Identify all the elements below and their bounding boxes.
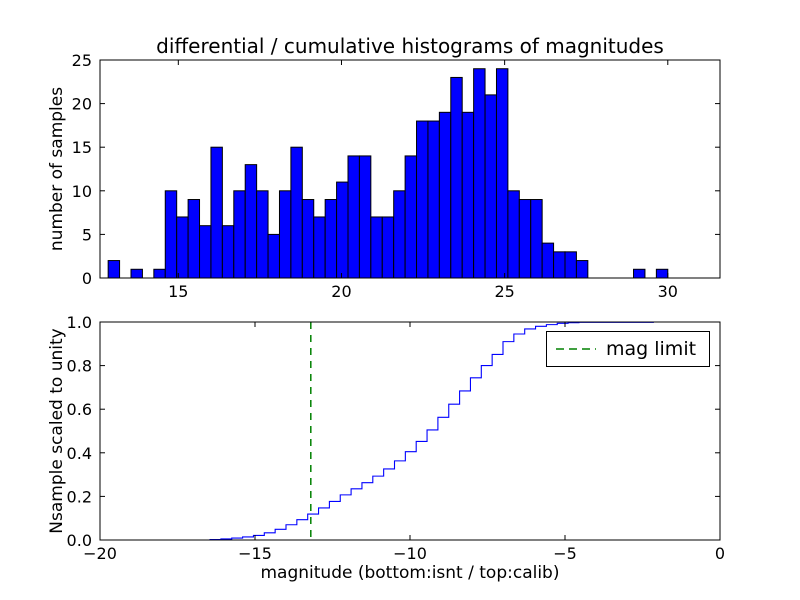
histogram-bar [107, 260, 121, 279]
top-y-tick-label: 10 [72, 182, 92, 201]
histogram-bar [233, 190, 246, 279]
histogram-bar [290, 146, 303, 279]
chart-title: differential / cumulative histograms of … [156, 34, 664, 58]
top-y-tick-label: 0 [82, 269, 92, 288]
bottom-x-tick-label: −5 [553, 544, 577, 563]
histogram-bar [199, 225, 212, 279]
histogram-bar [278, 190, 292, 279]
histogram-bar [347, 155, 360, 279]
bottom-x-tick-label: −15 [238, 544, 272, 563]
histogram-bar [267, 233, 280, 279]
top-y-tick-label: 20 [72, 95, 92, 114]
histogram-bar [358, 155, 372, 279]
histogram-bar [416, 120, 429, 279]
top-x-tick-label: 20 [331, 282, 351, 301]
histogram-bar [313, 216, 326, 279]
histogram-bar [393, 190, 406, 279]
bottom-y-tick-label: 1.0 [67, 313, 92, 332]
histogram-bar [553, 251, 566, 279]
top-y-tick-label: 5 [82, 225, 92, 244]
x-axis-label: magnitude (bottom:isnt / top:calib) [260, 563, 560, 583]
histogram-bar [370, 216, 383, 279]
histogram-bar [507, 190, 520, 279]
bottom-x-tick-label: −10 [393, 544, 427, 563]
histogram-bar [130, 268, 143, 279]
histogram-bar [176, 216, 189, 279]
histogram-bar [256, 190, 269, 279]
bottom-y-tick-label: 0.0 [67, 531, 92, 550]
legend-dashed-line-swatch [556, 348, 596, 350]
histogram-bar [461, 111, 475, 279]
histogram-bar [336, 181, 349, 279]
histogram-bar [484, 94, 497, 279]
top-y-tick-label: 25 [72, 51, 92, 70]
bottom-y-axis-label: Nsample scaled to unity [47, 328, 67, 534]
histogram-bar [210, 146, 223, 279]
histogram-bar [164, 190, 178, 279]
top-x-tick-label: 15 [168, 282, 188, 301]
bottom-y-tick-label: 0.6 [67, 400, 92, 419]
top-axes-frame [99, 59, 721, 279]
bottom-y-tick-label: 0.8 [67, 357, 92, 376]
cumulative-step-line [209, 321, 665, 541]
histogram-bar [655, 268, 669, 279]
bottom-x-tick-label: 0 [715, 544, 725, 563]
histogram-bar [221, 225, 235, 279]
histogram-bar [450, 76, 463, 279]
legend: mag limit [546, 331, 710, 367]
bottom-y-tick-label: 0.2 [67, 487, 92, 506]
top-x-tick-label: 25 [494, 282, 514, 301]
bottom-x-tick-label: −20 [83, 544, 117, 563]
bottom-axes-frame [99, 321, 721, 541]
top-y-tick-label: 15 [72, 138, 92, 157]
histogram-bar [473, 68, 486, 279]
histogram-bar [564, 251, 577, 279]
legend-label: mag limit [606, 337, 697, 360]
histogram-bar [427, 120, 440, 279]
histogram-bar [153, 268, 166, 279]
histogram-bar [324, 199, 338, 279]
bottom-y-tick-label: 0.4 [67, 444, 92, 463]
top-y-axis-label: number of samples [47, 86, 67, 252]
histogram-bar [187, 199, 201, 279]
histogram-bar [404, 155, 418, 279]
histogram-bar [541, 242, 555, 279]
histogram-bar [381, 216, 395, 279]
histogram-bar [495, 68, 509, 279]
histogram-bar [633, 268, 646, 279]
histogram-bar [530, 199, 543, 279]
histogram-bar [438, 111, 452, 279]
histogram-bar [518, 199, 532, 279]
histogram-bar [575, 260, 589, 279]
top-x-tick-label: 30 [658, 282, 678, 301]
histogram-bar [244, 164, 258, 279]
histogram-bar [301, 199, 315, 279]
